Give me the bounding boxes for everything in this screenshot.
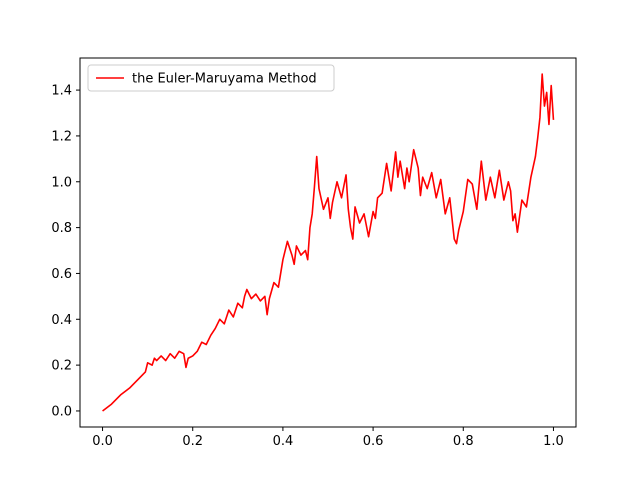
x-axis: 0.0 0.2 0.4 0.6 0.8 1.0: [92, 427, 564, 449]
x-tick-label: 0.4: [273, 434, 294, 449]
plot-frame: [79, 57, 577, 428]
y-tick-label: 0.4: [51, 313, 72, 328]
x-tick-label: 0.2: [182, 434, 203, 449]
x-tick-label: 0.6: [363, 434, 384, 449]
series-layer: [102, 73, 555, 412]
x-tick-label: 0.0: [92, 434, 113, 449]
y-tick-label: 0.6: [51, 267, 72, 282]
y-axis: 0.0 0.2 0.4 0.6 0.8 1.0 1.2 1.4: [51, 84, 80, 419]
y-tick-label: 1.4: [51, 84, 72, 99]
y-tick-label: 0.0: [51, 404, 72, 419]
legend-label: the Euler-Maruyama Method: [132, 72, 317, 87]
y-tick-label: 0.8: [51, 221, 72, 236]
y-tick-label: 1.0: [51, 175, 72, 190]
x-tick-label: 0.8: [453, 434, 474, 449]
legend-box: [87, 64, 335, 92]
y-tick-label: 1.2: [51, 129, 72, 144]
plot-area: [80, 58, 576, 427]
legend: the Euler-Maruyama Method: [87, 64, 335, 92]
y-tick-label: 0.2: [51, 359, 72, 374]
x-tick-label: 1.0: [543, 434, 564, 449]
series-line-0: [102, 73, 555, 412]
